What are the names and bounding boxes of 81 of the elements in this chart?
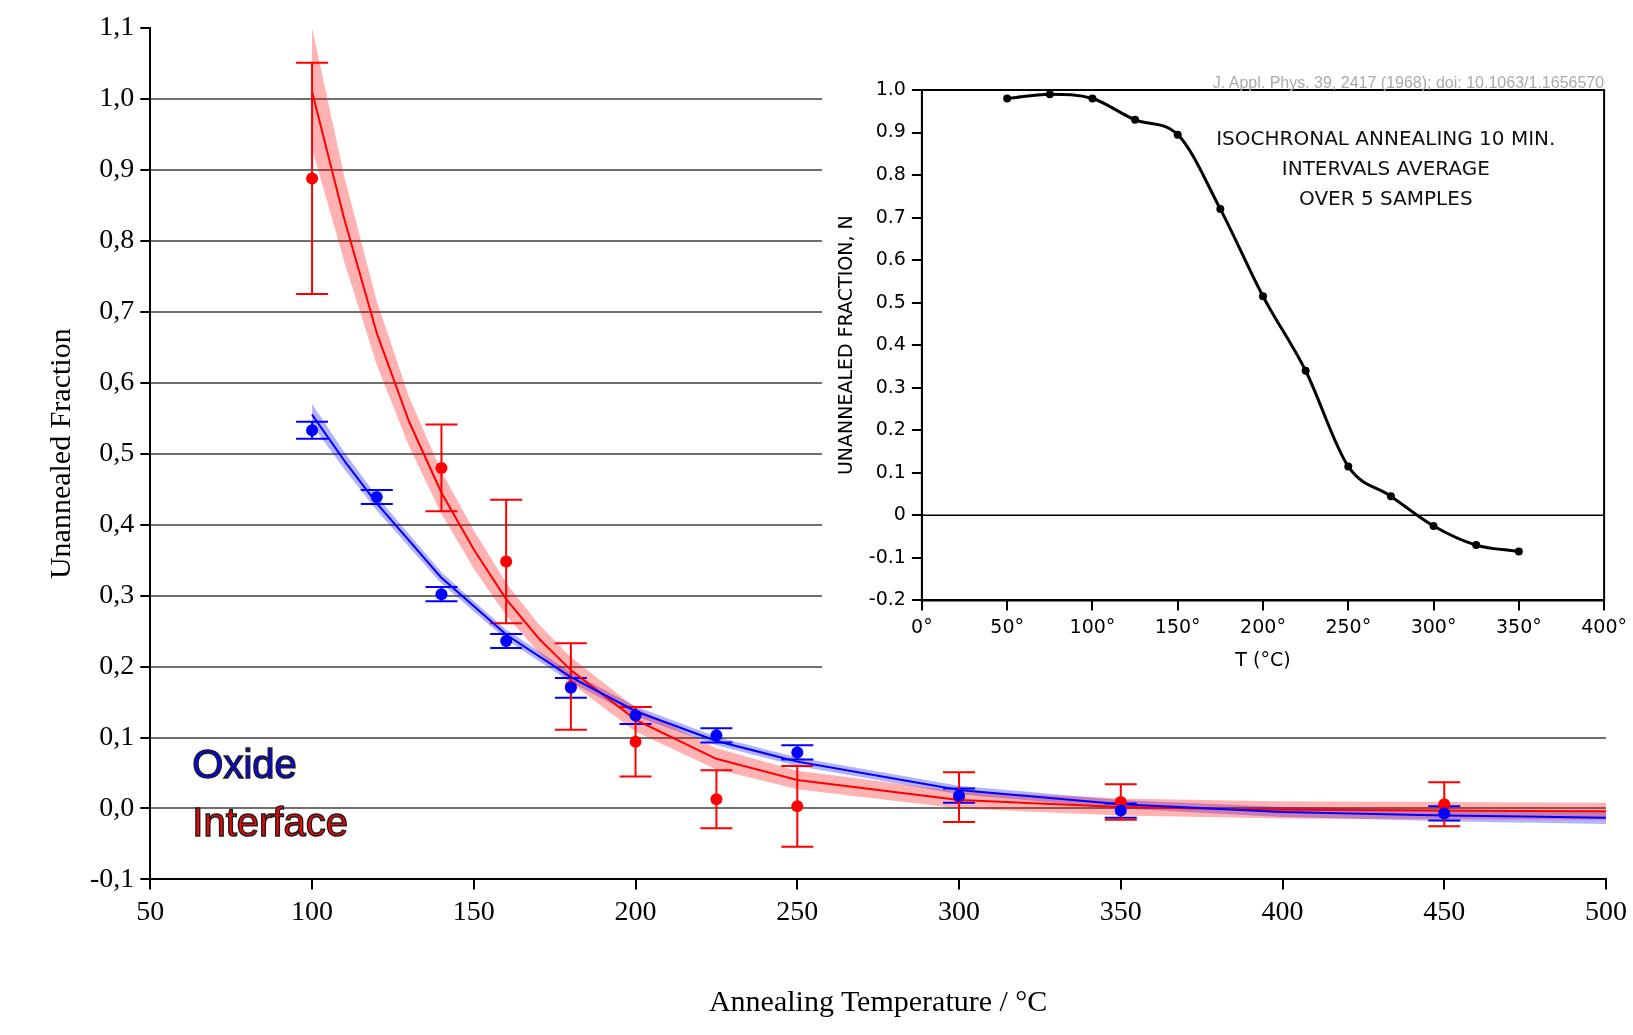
x-tick-label: 150 (452, 894, 495, 926)
point (435, 461, 448, 474)
point (710, 793, 723, 806)
y-tick-label: 0.9 (875, 119, 906, 142)
point (1173, 130, 1182, 139)
y-tick-label: 0,0 (99, 790, 135, 822)
point (500, 635, 513, 648)
y-tick-label: 0,7 (99, 294, 135, 326)
y-tick-label: -0.2 (868, 587, 906, 610)
x-tick-label: 200° (1240, 614, 1286, 637)
x-tick-label: 200 (614, 894, 657, 926)
y-tick-label: 0.2 (875, 417, 906, 440)
point (306, 424, 319, 437)
point (306, 172, 319, 185)
x-axis-title: T (°C) (1234, 647, 1291, 670)
x-tick-label: 500 (1585, 894, 1627, 926)
point (629, 709, 642, 722)
point (1301, 366, 1310, 375)
point (1114, 804, 1127, 817)
point (1003, 94, 1012, 103)
x-tick-label: 250° (1325, 614, 1372, 637)
y-tick-label: 1.0 (875, 76, 906, 99)
annotation: ISOCHRONAL ANNEALING 10 MIN. INTERVALS AVERAGE OVER 5 SAMPLES (1216, 126, 1556, 211)
point (710, 729, 723, 742)
y-tick-label: 0,5 (99, 436, 135, 468)
point (435, 588, 448, 601)
x-tick-label: 300° (1410, 614, 1457, 637)
point (1088, 94, 1097, 103)
y-tick-label: 0.5 (875, 289, 906, 312)
x-axis-title: Annealing Temperature / °C (708, 983, 1048, 1017)
y-tick-label: 0,2 (99, 648, 135, 680)
y-tick-label: 0.1 (875, 459, 906, 482)
y-axis-title: Unannealed Fraction (42, 328, 76, 580)
y-tick-label: 0.7 (875, 204, 906, 227)
x-tick-label: 150° (1154, 614, 1201, 637)
text: Interface (192, 800, 348, 845)
point (1386, 492, 1395, 501)
y-tick-label: 0.4 (875, 332, 906, 355)
x-tick-label: 100 (291, 894, 334, 926)
point (629, 735, 642, 748)
x-tick-label: 0° (911, 614, 933, 637)
point (1045, 90, 1054, 99)
x-tick-label: 350 (1099, 894, 1142, 926)
x-tick-label: 400° (1581, 614, 1627, 637)
y-tick-label: -0,1 (90, 861, 135, 893)
x-tick-label: 350° (1495, 614, 1542, 637)
y-tick-label: -0.1 (868, 544, 906, 567)
y-tick-label: 0.3 (875, 374, 906, 397)
annotation: J. Appl. Phys. 39, 2417 (1968); doi: 10.1063/1.1656570 (1212, 74, 1605, 92)
x-tick-label: 300 (938, 894, 981, 926)
y-tick-label: 0.6 (875, 247, 906, 270)
point (370, 490, 383, 503)
point (791, 800, 804, 813)
x-tick-label: 450 (1423, 894, 1466, 926)
y-tick-label: 0,4 (99, 507, 135, 539)
y-tick-label: 0 (893, 502, 906, 525)
point (1438, 807, 1451, 820)
point (500, 555, 513, 568)
y-tick-label: 0.8 (875, 162, 906, 184)
y-tick-label: 0,8 (99, 223, 135, 255)
point (1216, 205, 1225, 214)
y-tick-label: 1,0 (99, 81, 135, 113)
text: Oxide (192, 742, 297, 787)
x-tick-label: 50 (136, 894, 165, 926)
point (1131, 115, 1140, 124)
point (1344, 462, 1353, 471)
x-tick-label: 50° (990, 614, 1024, 637)
point (1472, 541, 1481, 550)
point (791, 746, 804, 759)
point (1429, 521, 1438, 530)
y-tick-label: 1,1 (99, 10, 135, 42)
x-tick-label: 100° (1069, 614, 1116, 637)
y-axis-title: UNANNEALED FRACTION, N (834, 215, 857, 476)
y-tick-label: 0,9 (99, 152, 135, 184)
point (1258, 292, 1267, 301)
point (1514, 547, 1523, 556)
y-tick-label: 0,6 (99, 365, 135, 397)
y-tick-label: 0,1 (99, 719, 135, 751)
x-tick-label: 250 (776, 894, 819, 926)
y-tick-label: 0,3 (99, 577, 135, 609)
x-tick-label: 400 (1261, 894, 1304, 926)
